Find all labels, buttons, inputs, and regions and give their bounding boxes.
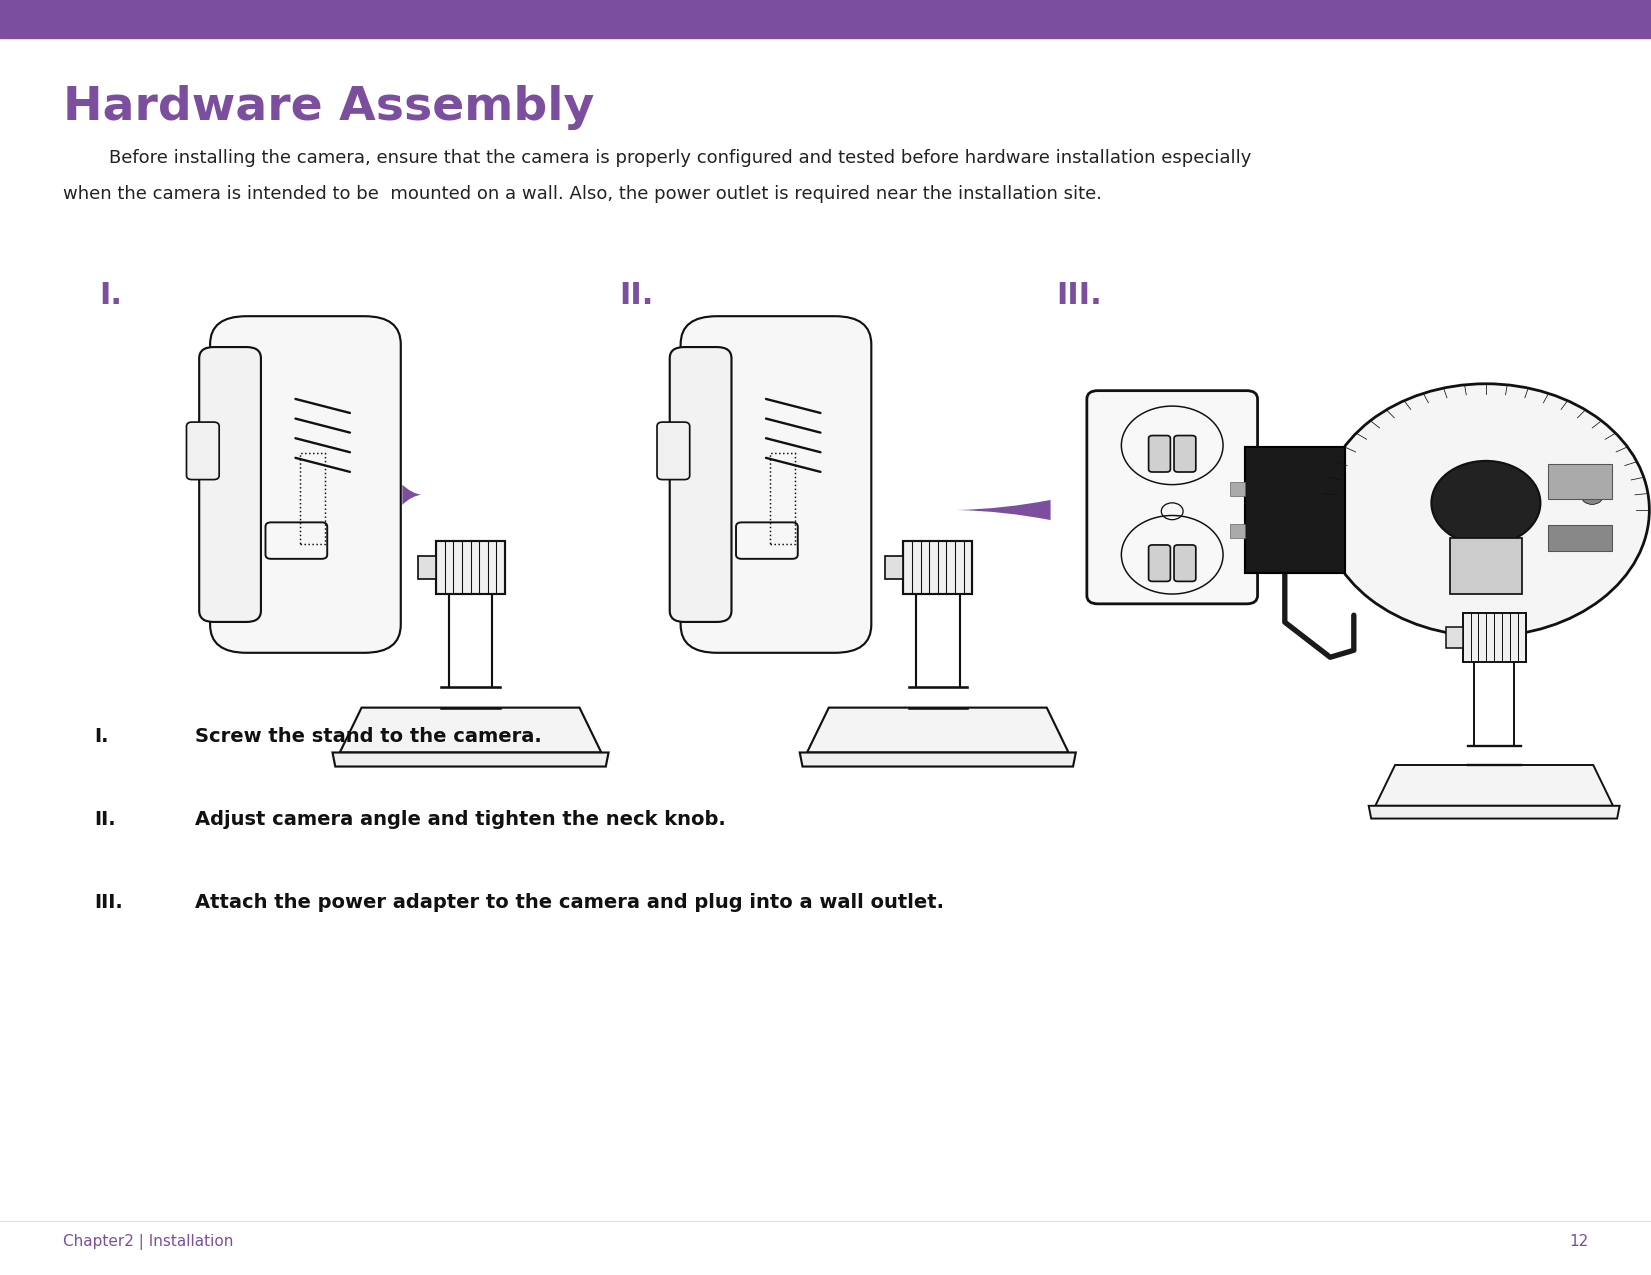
- Circle shape: [1322, 384, 1649, 636]
- Text: I.: I.: [94, 727, 109, 746]
- Bar: [1245, 448, 1344, 574]
- FancyBboxPatch shape: [1174, 544, 1195, 581]
- FancyBboxPatch shape: [1086, 390, 1258, 604]
- Bar: [299, 453, 325, 544]
- FancyBboxPatch shape: [1174, 436, 1195, 472]
- Bar: [418, 556, 436, 579]
- FancyBboxPatch shape: [210, 316, 401, 653]
- Polygon shape: [1375, 765, 1613, 806]
- Polygon shape: [332, 752, 609, 766]
- Circle shape: [1582, 487, 1603, 505]
- Text: II.: II.: [619, 280, 654, 310]
- Circle shape: [1431, 460, 1540, 546]
- Text: Attach the power adapter to the camera and plug into a wall outlet.: Attach the power adapter to the camera a…: [195, 892, 944, 912]
- Polygon shape: [1369, 806, 1620, 819]
- Text: Chapter2 | Installation: Chapter2 | Installation: [63, 1233, 233, 1250]
- Text: 12: 12: [1568, 1234, 1588, 1250]
- Bar: [1446, 627, 1463, 648]
- Text: when the camera is intended to be  mounted on a wall. Also, the power outlet is : when the camera is intended to be mounte…: [63, 185, 1101, 203]
- Text: Screw the stand to the camera.: Screw the stand to the camera.: [195, 727, 542, 746]
- Text: III.: III.: [1057, 280, 1103, 310]
- Bar: [1230, 524, 1245, 538]
- Text: Hardware Assembly: Hardware Assembly: [63, 85, 594, 130]
- Bar: [0, 0, 1651, 38]
- Polygon shape: [807, 708, 1068, 752]
- FancyBboxPatch shape: [200, 347, 261, 622]
- Bar: [903, 541, 972, 594]
- Polygon shape: [799, 752, 1076, 766]
- Text: Adjust camera angle and tighten the neck knob.: Adjust camera angle and tighten the neck…: [195, 810, 725, 829]
- Bar: [1549, 464, 1611, 500]
- Bar: [1549, 525, 1611, 551]
- FancyBboxPatch shape: [680, 316, 872, 653]
- Bar: [1230, 482, 1245, 496]
- FancyBboxPatch shape: [187, 422, 220, 479]
- Bar: [885, 556, 903, 579]
- Text: Before installing the camera, ensure that the camera is properly configured and : Before installing the camera, ensure tha…: [63, 149, 1251, 167]
- Text: II.: II.: [94, 810, 116, 829]
- FancyBboxPatch shape: [1149, 436, 1171, 472]
- Bar: [436, 541, 505, 594]
- Text: I.: I.: [99, 280, 122, 310]
- Bar: [1450, 538, 1522, 594]
- FancyBboxPatch shape: [670, 347, 731, 622]
- FancyBboxPatch shape: [657, 422, 690, 479]
- Polygon shape: [340, 708, 601, 752]
- Bar: [769, 453, 796, 544]
- Bar: [1463, 613, 1526, 662]
- Text: III.: III.: [94, 892, 122, 912]
- FancyBboxPatch shape: [1149, 544, 1171, 581]
